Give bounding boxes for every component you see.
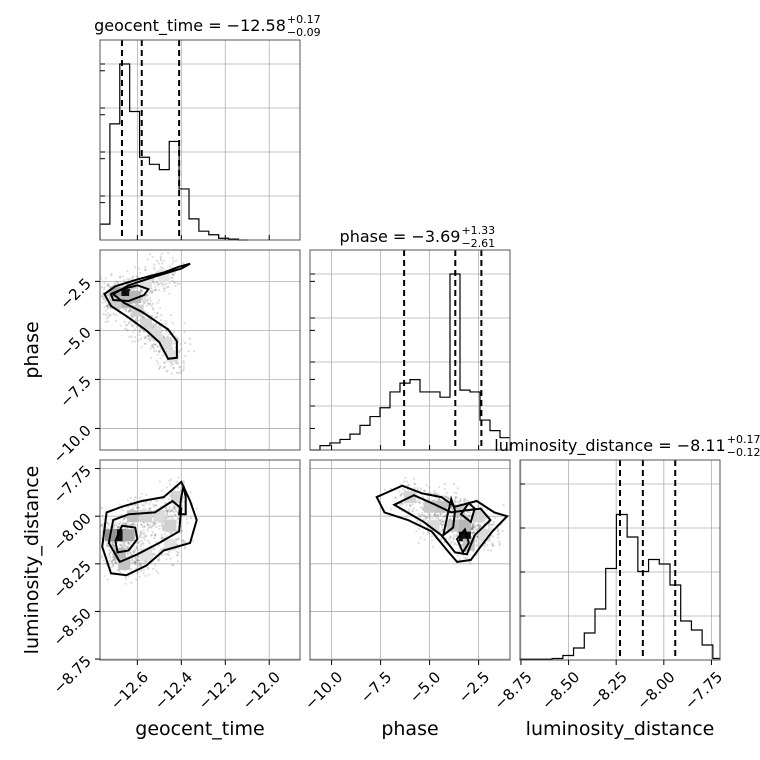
x-tick-label: −12.4 (151, 668, 196, 713)
title-plus: +0.17 (727, 433, 760, 446)
panel-phase-luminosity_distance (375, 476, 509, 565)
contour-line-4 (455, 527, 470, 555)
panel-frame-luminosity_distance (519, 459, 721, 661)
contour-line-1 (107, 499, 183, 564)
panel-frame-phase-luminosity_distance (309, 459, 511, 661)
y-tick-label: −7.5 (56, 373, 94, 411)
title-geocent_time: geocent_time = −12.58 +0.17−0.09 (94, 13, 321, 39)
panel-frame-geocent_time-luminosity_distance (99, 459, 301, 661)
title-plus: +1.33 (461, 224, 495, 237)
contour-line-2 (114, 524, 139, 554)
y-tick-label: −2.5 (56, 274, 94, 312)
title-luminosity_distance: luminosity_distance = −8.11 +0.17−0.12 (494, 433, 760, 459)
density-cell (458, 519, 471, 532)
y-tick-label: −7.75 (50, 462, 95, 507)
title-plus: +0.17 (287, 13, 321, 26)
density-cell (164, 519, 177, 532)
title-text: geocent_time = −12.58 (94, 16, 286, 36)
density-cell (148, 328, 161, 341)
density-cell (423, 500, 436, 513)
x-tick-label: −7.5 (357, 668, 395, 706)
panel-frame-geocent_time-phase (99, 249, 301, 451)
x-axis-label-phase: phase (381, 718, 438, 740)
contour-line-1 (392, 494, 492, 556)
x-tick-label: −5.0 (406, 668, 444, 706)
contour-line-2 (441, 495, 457, 538)
y-tick-label: −8.50 (50, 605, 95, 650)
x-tick-label: −12.0 (239, 668, 284, 713)
contour-line-3 (177, 485, 187, 516)
y-tick-label: −10.0 (50, 422, 95, 467)
title-text: phase = −3.69 (340, 227, 461, 246)
histogram-luminosity_distance (519, 513, 720, 660)
histogram-phase (310, 273, 510, 451)
contour-line-3 (459, 501, 476, 524)
x-tick-label: −12.6 (107, 668, 152, 713)
density-cell (126, 510, 139, 523)
contour-line-0 (101, 480, 198, 577)
title-phase: phase = −3.69 +1.33−2.61 (340, 224, 496, 250)
x-tick-label: −8.50 (538, 668, 583, 713)
contour-line-0 (375, 484, 509, 563)
contour-line-1 (109, 284, 151, 303)
panel-frame-phase (309, 249, 511, 451)
panel-frame-geocent_time (99, 39, 301, 241)
y-axis-label-luminosity_distance: luminosity_distance (21, 466, 43, 655)
grid-geocent_time-geocent_time (100, 40, 300, 240)
panel-geocent_time-luminosity_distance (100, 476, 198, 585)
density-cell (122, 529, 135, 542)
x-tick-label: −8.25 (586, 668, 631, 713)
density-cell (427, 519, 440, 532)
histogram-geocent_time (99, 63, 249, 241)
grid-phase-luminosity_distance (310, 460, 510, 660)
x-tick-label: −10.0 (301, 668, 346, 713)
x-axis-label-luminosity_distance: luminosity_distance (526, 718, 715, 740)
y-tick-label: −5.0 (56, 323, 94, 361)
title-text: luminosity_distance = −8.11 (494, 436, 725, 456)
density-cell (472, 510, 485, 523)
x-tick-label: −7.75 (681, 668, 726, 713)
x-tick-label: −8.00 (633, 668, 678, 713)
contour-line-0 (103, 262, 191, 360)
x-tick-label: −8.75 (490, 668, 535, 713)
density-cell (153, 510, 166, 523)
y-axis-label-phase: phase (21, 321, 43, 378)
panel-geocent_time-phase (100, 251, 196, 375)
y-tick-label: −8.75 (50, 652, 95, 697)
x-axis-label-geocent_time: geocent_time (135, 718, 264, 740)
x-tick-label: −12.2 (195, 668, 240, 713)
y-tick-label: −8.25 (50, 557, 95, 602)
title-minus: −2.61 (461, 237, 495, 250)
y-tick-label: −8.00 (50, 509, 95, 554)
x-tick-label: −2.5 (455, 668, 493, 706)
title-minus: −0.12 (727, 446, 760, 459)
title-minus: −0.09 (287, 26, 321, 39)
